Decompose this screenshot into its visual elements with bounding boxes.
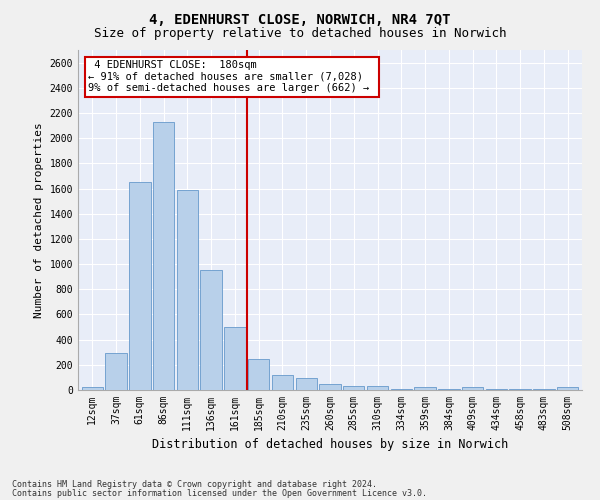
Bar <box>176 190 198 390</box>
Bar <box>272 375 293 390</box>
Bar <box>224 327 245 390</box>
Bar <box>391 388 412 390</box>
Bar <box>343 386 364 390</box>
Text: Contains public sector information licensed under the Open Government Licence v3: Contains public sector information licen… <box>12 488 427 498</box>
Text: 4 EDENHURST CLOSE:  180sqm
← 91% of detached houses are smaller (7,028)
9% of se: 4 EDENHURST CLOSE: 180sqm ← 91% of detac… <box>88 60 376 94</box>
Bar <box>296 378 317 390</box>
Bar <box>82 387 103 390</box>
Text: Size of property relative to detached houses in Norwich: Size of property relative to detached ho… <box>94 28 506 40</box>
Bar <box>129 182 151 390</box>
X-axis label: Distribution of detached houses by size in Norwich: Distribution of detached houses by size … <box>152 438 508 452</box>
Bar <box>367 386 388 390</box>
Bar <box>462 388 484 390</box>
Bar <box>415 388 436 390</box>
Bar <box>319 384 341 390</box>
Text: 4, EDENHURST CLOSE, NORWICH, NR4 7QT: 4, EDENHURST CLOSE, NORWICH, NR4 7QT <box>149 12 451 26</box>
Bar <box>248 359 269 390</box>
Bar <box>557 388 578 390</box>
Bar <box>200 270 222 390</box>
Bar <box>106 354 127 390</box>
Bar <box>153 122 174 390</box>
Y-axis label: Number of detached properties: Number of detached properties <box>34 122 44 318</box>
Text: Contains HM Land Registry data © Crown copyright and database right 2024.: Contains HM Land Registry data © Crown c… <box>12 480 377 489</box>
Bar <box>438 388 460 390</box>
